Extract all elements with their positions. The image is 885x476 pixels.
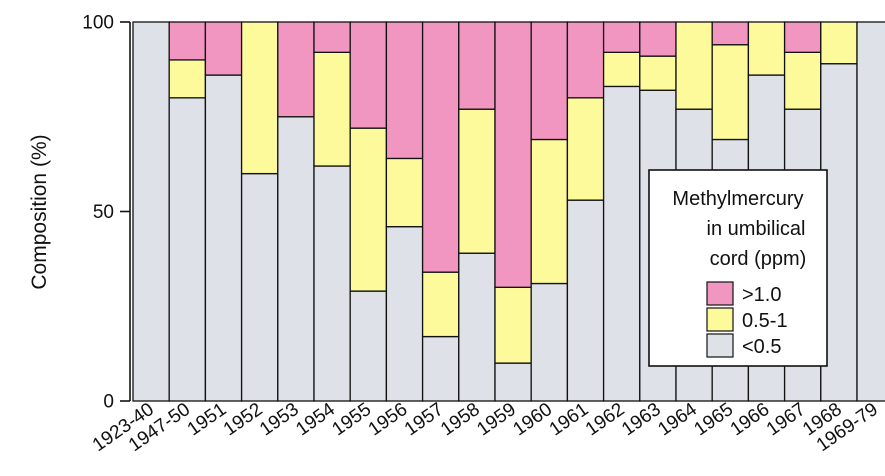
bar-segment-1967-series-1 — [783, 51, 822, 110]
bar-segment-1962-series-2 — [602, 21, 641, 53]
bar-segment-1962-series-0 — [602, 85, 641, 402]
bar-segment-1967-series-2 — [783, 21, 822, 53]
bar-segment-1953-series-2 — [277, 21, 315, 118]
bar-segment-1960-series-1 — [530, 138, 569, 285]
legend-label-gt1: >1.0 — [742, 284, 781, 306]
bar-segment-1965-series-1 — [711, 44, 750, 141]
bar-segment-1956-series-0 — [385, 226, 424, 402]
bar-segment-1968-series-1 — [820, 21, 858, 65]
bar-segment-1963-series-2 — [639, 21, 677, 57]
bar-segment-1959-series-0 — [494, 362, 532, 402]
bar-segment-1959-series-1 — [494, 286, 532, 364]
legend-swatch-gt1 — [706, 281, 734, 306]
bar-segment-1952-series-0 — [240, 172, 279, 402]
legend: Methylmercury in umbilical cord (ppm) >1… — [648, 169, 828, 367]
bar-segment-1947-50-series-1 — [168, 59, 207, 99]
bar-segment-1961-series-2 — [566, 21, 605, 99]
bar-segment-1955-series-2 — [349, 21, 388, 129]
bar-segment-1955-series-1 — [349, 127, 388, 292]
legend-title-line-2: in umbilical — [707, 218, 806, 240]
bar-segment-1956-series-1 — [385, 157, 424, 228]
bar-segment-1960-series-2 — [530, 21, 569, 141]
bar-segment-1958-series-0 — [458, 252, 496, 402]
bar-segment-1956-series-2 — [385, 21, 424, 160]
bar-segment-1952-series-1 — [240, 21, 279, 175]
legend-box — [648, 169, 828, 367]
bar-segment-1958-series-1 — [458, 108, 496, 254]
bar-segment-1961-series-0 — [566, 199, 605, 402]
bar-segment-1954-series-0 — [313, 165, 351, 402]
bar-segment-1957-series-1 — [421, 271, 460, 338]
y-tick-label-50: 50 — [93, 202, 114, 223]
legend-label-0-5-1: 0.5-1 — [742, 310, 788, 332]
bar-segment-1951-series-0 — [204, 74, 243, 402]
bar-segment-1951-series-2 — [204, 21, 243, 76]
y-tick-label-0: 0 — [103, 392, 114, 413]
legend-swatch-0-5-1 — [706, 307, 734, 332]
legend-label-lt0-5: <0.5 — [742, 336, 781, 358]
y-axis-title: Composition (%) — [28, 134, 51, 289]
bar-segment-1955-series-0 — [349, 290, 388, 402]
bar-segment-1963-series-1 — [639, 55, 677, 91]
legend-title-line-1: Methylmercury — [672, 188, 803, 210]
bar-segment-1947-50-series-0 — [168, 97, 207, 402]
bar-segment-1965-series-2 — [711, 21, 750, 46]
y-tick-label-100: 100 — [82, 13, 114, 34]
bar-segment-1923-40-series-0 — [132, 21, 170, 402]
bar-segment-1966-series-1 — [747, 21, 786, 76]
bar-segment-1960-series-0 — [530, 282, 569, 402]
bar-segment-1969-79-series-0 — [856, 21, 885, 402]
bar-segment-1957-series-2 — [421, 21, 460, 273]
bar-segment-1964-series-1 — [675, 21, 713, 110]
bar-segment-1954-series-2 — [313, 21, 351, 53]
bar-segment-1961-series-1 — [566, 97, 605, 201]
bar-segment-1958-series-2 — [458, 21, 496, 110]
bar-segment-1947-50-series-2 — [168, 21, 207, 61]
axes-group: 100 50 0 Composition (%) — [28, 13, 131, 413]
legend-swatch-lt0-5 — [706, 333, 734, 358]
bar-segment-1962-series-1 — [602, 51, 641, 88]
bar-segment-1957-series-0 — [421, 335, 460, 402]
bar-segment-1953-series-0 — [277, 116, 315, 402]
bar-segment-1959-series-2 — [494, 21, 532, 288]
bars-group — [132, 21, 885, 402]
x-tick-labels: 1923-401947-5019511952195319541955195619… — [89, 399, 882, 456]
bar-segment-1954-series-1 — [313, 51, 351, 167]
legend-title-line-3: cord (ppm) — [710, 248, 807, 270]
